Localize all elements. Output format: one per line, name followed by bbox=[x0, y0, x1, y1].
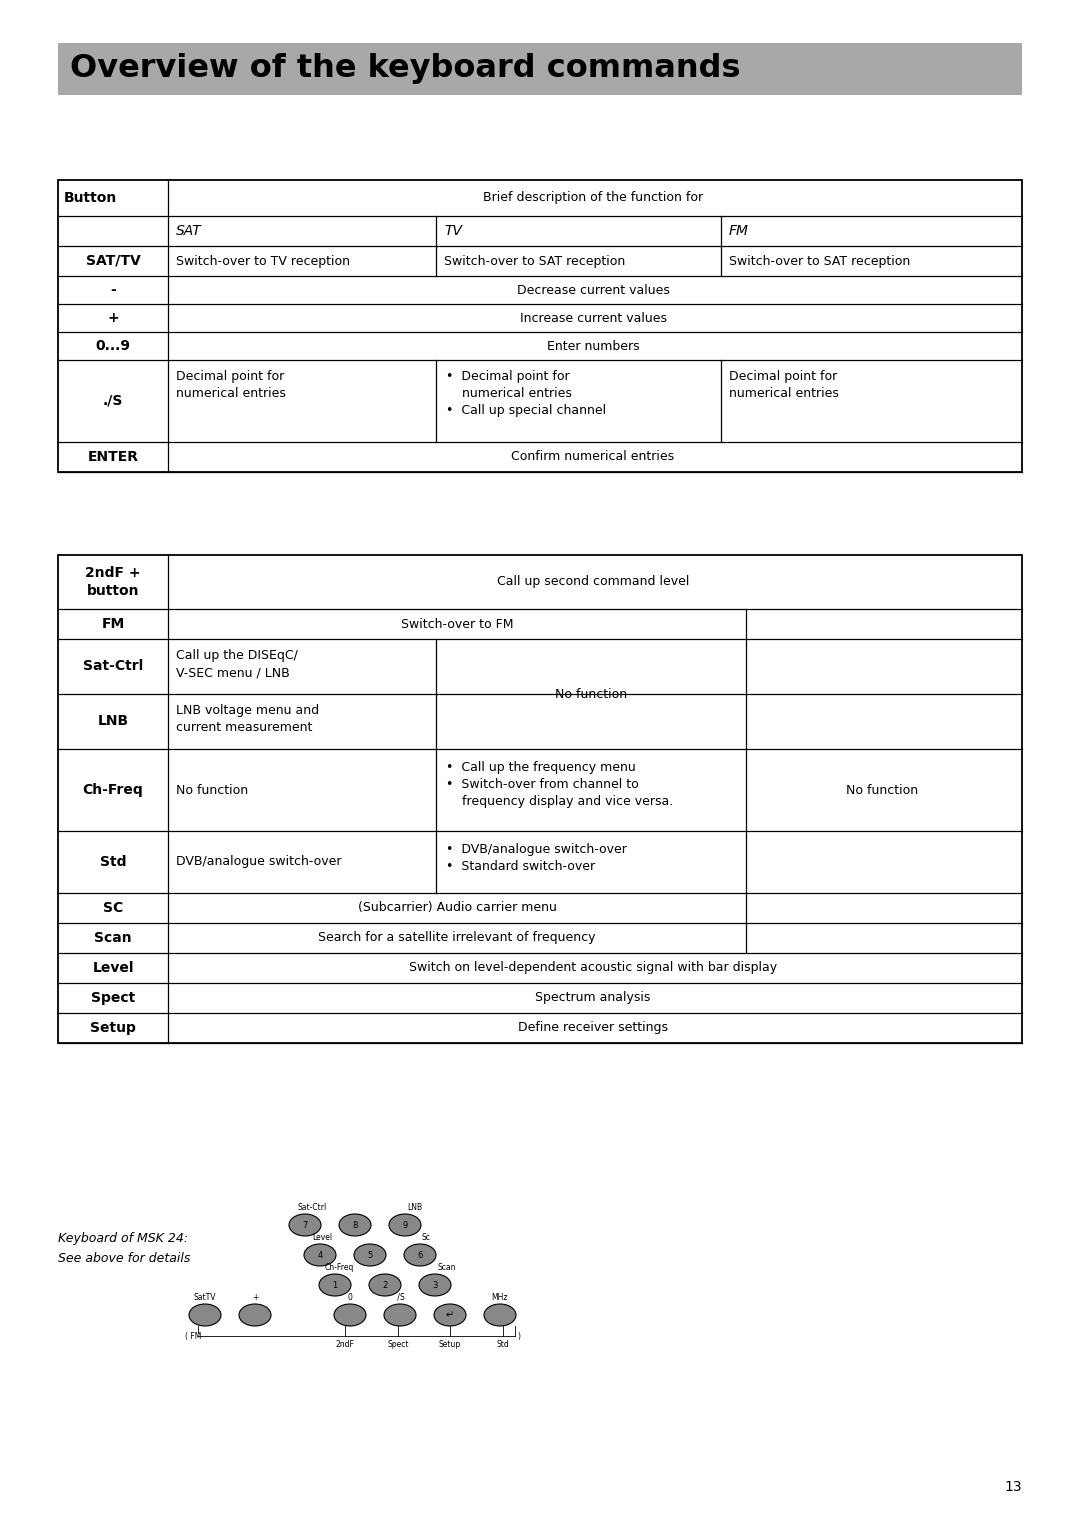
Text: Scan: Scan bbox=[94, 930, 132, 946]
Text: Confirm numerical entries: Confirm numerical entries bbox=[512, 450, 675, 464]
Text: Increase current values: Increase current values bbox=[519, 311, 666, 325]
Text: ): ) bbox=[517, 1331, 519, 1340]
Bar bbox=[58, 180, 1022, 473]
Ellipse shape bbox=[384, 1304, 416, 1327]
Text: ./S: ./S bbox=[103, 393, 123, 409]
Text: •  Decimal point for
    numerical entries
•  Call up special channel: • Decimal point for numerical entries • … bbox=[446, 371, 606, 416]
Text: Switch-over to SAT reception: Switch-over to SAT reception bbox=[729, 255, 910, 267]
Text: LNB: LNB bbox=[97, 714, 129, 727]
Ellipse shape bbox=[389, 1214, 421, 1235]
Text: -: - bbox=[110, 284, 116, 297]
Text: 13: 13 bbox=[1004, 1479, 1022, 1494]
Ellipse shape bbox=[419, 1273, 451, 1296]
Text: Sat-Ctrl: Sat-Ctrl bbox=[83, 659, 144, 673]
Text: Button: Button bbox=[64, 191, 118, 204]
Text: (Subcarrier) Audio carrier menu: (Subcarrier) Audio carrier menu bbox=[357, 901, 556, 915]
Text: Spectrum analysis: Spectrum analysis bbox=[536, 991, 650, 1005]
Ellipse shape bbox=[484, 1304, 516, 1327]
Text: Switch-over to SAT reception: Switch-over to SAT reception bbox=[444, 255, 625, 267]
Text: Call up the DISEqC/
V-SEC menu / LNB: Call up the DISEqC/ V-SEC menu / LNB bbox=[176, 650, 298, 679]
Text: Sc: Sc bbox=[422, 1234, 431, 1241]
Text: FM: FM bbox=[102, 618, 124, 631]
Text: Switch-over to FM: Switch-over to FM bbox=[401, 618, 513, 630]
Ellipse shape bbox=[334, 1304, 366, 1327]
Ellipse shape bbox=[303, 1244, 336, 1266]
Text: 8: 8 bbox=[352, 1220, 357, 1229]
Text: DVB/analogue switch-over: DVB/analogue switch-over bbox=[176, 856, 341, 869]
Text: 2: 2 bbox=[382, 1281, 388, 1290]
Text: Search for a satellite irrelevant of frequency: Search for a satellite irrelevant of fre… bbox=[319, 932, 596, 944]
Ellipse shape bbox=[239, 1304, 271, 1327]
Text: See above for details: See above for details bbox=[58, 1252, 190, 1266]
Text: Std: Std bbox=[99, 856, 126, 869]
Text: Decimal point for
numerical entries: Decimal point for numerical entries bbox=[176, 371, 286, 400]
Text: Switch on level-dependent acoustic signal with bar display: Switch on level-dependent acoustic signa… bbox=[409, 961, 778, 974]
Text: ENTER: ENTER bbox=[87, 450, 138, 464]
Text: Switch-over to TV reception: Switch-over to TV reception bbox=[176, 255, 350, 267]
Text: LNB voltage menu and
current measurement: LNB voltage menu and current measurement bbox=[176, 705, 319, 734]
Text: Ch-Freq: Ch-Freq bbox=[83, 782, 144, 798]
Text: 9: 9 bbox=[403, 1220, 407, 1229]
Text: Call up second command level: Call up second command level bbox=[497, 575, 689, 589]
Text: Ch-Freq: Ch-Freq bbox=[325, 1263, 354, 1272]
Text: Setup: Setup bbox=[90, 1022, 136, 1035]
Text: 4: 4 bbox=[318, 1250, 323, 1260]
Text: 1: 1 bbox=[333, 1281, 338, 1290]
Text: Spect: Spect bbox=[388, 1340, 408, 1350]
Text: +: + bbox=[107, 311, 119, 325]
Text: Level: Level bbox=[92, 961, 134, 974]
Text: •  DVB/analogue switch-over
•  Standard switch-over: • DVB/analogue switch-over • Standard sw… bbox=[446, 843, 626, 872]
Text: FM: FM bbox=[729, 224, 750, 238]
Text: +: + bbox=[252, 1293, 258, 1302]
Ellipse shape bbox=[434, 1304, 465, 1327]
Text: SC: SC bbox=[103, 901, 123, 915]
Ellipse shape bbox=[339, 1214, 372, 1235]
Text: Spect: Spect bbox=[91, 991, 135, 1005]
Text: Level: Level bbox=[312, 1234, 333, 1241]
Text: 2ndF: 2ndF bbox=[336, 1340, 354, 1350]
Ellipse shape bbox=[354, 1244, 386, 1266]
Text: ( FM: ( FM bbox=[185, 1331, 201, 1340]
Text: Brief description of the function for: Brief description of the function for bbox=[483, 192, 703, 204]
Bar bbox=[58, 555, 1022, 1043]
Bar bbox=[58, 43, 1022, 95]
Text: No function: No function bbox=[846, 784, 918, 796]
Text: 5: 5 bbox=[367, 1250, 373, 1260]
Text: Scan: Scan bbox=[437, 1263, 456, 1272]
Text: 6: 6 bbox=[417, 1250, 422, 1260]
Text: Setup: Setup bbox=[438, 1340, 461, 1350]
Text: Enter numbers: Enter numbers bbox=[546, 340, 639, 352]
Text: Sat-Ctrl: Sat-Ctrl bbox=[297, 1203, 326, 1212]
Text: 2ndF +
button: 2ndF + button bbox=[85, 566, 140, 598]
Text: No function: No function bbox=[176, 784, 248, 796]
Ellipse shape bbox=[189, 1304, 221, 1327]
Text: •  Call up the frequency menu
•  Switch-over from channel to
    frequency displ: • Call up the frequency menu • Switch-ov… bbox=[446, 761, 673, 808]
Text: SatTV: SatTV bbox=[193, 1293, 216, 1302]
Text: No function: No function bbox=[555, 688, 627, 700]
Ellipse shape bbox=[319, 1273, 351, 1296]
Text: MHz: MHz bbox=[491, 1293, 509, 1302]
Text: Keyboard of MSK 24:: Keyboard of MSK 24: bbox=[58, 1232, 188, 1244]
Ellipse shape bbox=[369, 1273, 401, 1296]
Text: ↵: ↵ bbox=[446, 1310, 454, 1321]
Ellipse shape bbox=[404, 1244, 436, 1266]
Text: LNB: LNB bbox=[407, 1203, 422, 1212]
Text: 0...9: 0...9 bbox=[95, 339, 131, 352]
Text: 3: 3 bbox=[432, 1281, 437, 1290]
Text: 7: 7 bbox=[302, 1220, 308, 1229]
Text: 0: 0 bbox=[348, 1293, 352, 1302]
Text: SAT: SAT bbox=[176, 224, 202, 238]
Text: TV: TV bbox=[444, 224, 462, 238]
Text: Overview of the keyboard commands: Overview of the keyboard commands bbox=[70, 53, 741, 84]
Text: Decimal point for
numerical entries: Decimal point for numerical entries bbox=[729, 371, 839, 400]
Text: Decrease current values: Decrease current values bbox=[516, 284, 670, 296]
Text: Define receiver settings: Define receiver settings bbox=[518, 1022, 669, 1034]
Text: Std: Std bbox=[497, 1340, 510, 1350]
Text: ./S: ./S bbox=[395, 1293, 405, 1302]
Ellipse shape bbox=[289, 1214, 321, 1235]
Text: SAT/TV: SAT/TV bbox=[85, 255, 140, 268]
